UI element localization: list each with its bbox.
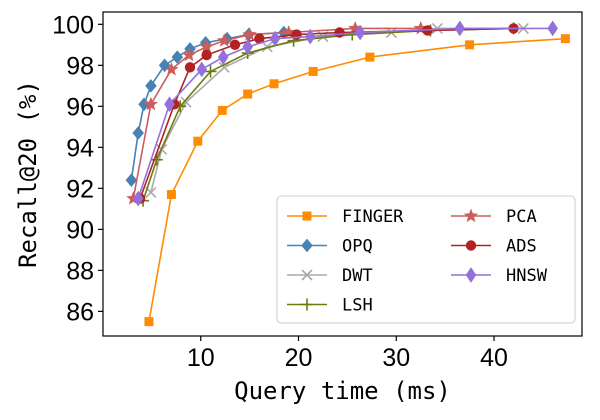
data-point-finger — [465, 40, 475, 50]
data-point-hnsw — [132, 190, 144, 207]
y-tick-label: 88 — [66, 257, 94, 285]
x-tick-label: 40 — [480, 344, 508, 372]
data-point-finger — [560, 34, 570, 44]
x-axis-ticks: 10 20 30 40 — [187, 336, 508, 372]
data-point-pca — [143, 96, 159, 111]
data-point-pca — [281, 25, 296, 39]
legend-marker-opq — [301, 238, 313, 253]
data-point-pca — [217, 33, 232, 47]
legend-marker-lsh — [301, 298, 313, 311]
legend-label-opq: OPQ — [342, 237, 373, 257]
legend-box — [276, 195, 576, 324]
data-point-dwt — [218, 61, 230, 73]
series-line-pca — [132, 27, 421, 199]
data-point-hnsw — [242, 38, 253, 55]
legend-label-ads: ADS — [506, 237, 537, 257]
data-point-finger — [243, 89, 253, 99]
y-axis-ticks: 86 88 90 92 94 96 98 100 — [52, 11, 103, 326]
data-point-ads — [254, 33, 265, 44]
data-point-opq — [145, 78, 157, 93]
data-point-hnsw — [217, 49, 229, 66]
data-point-pca — [164, 61, 179, 76]
data-point-finger — [193, 136, 203, 146]
data-point-hnsw — [196, 61, 208, 78]
series-finger — [144, 34, 570, 327]
x-axis-title: Query time (ms) — [234, 377, 451, 405]
data-point-hnsw — [304, 28, 316, 45]
data-point-hnsw — [269, 30, 281, 47]
data-point-dwt — [261, 41, 273, 53]
y-tick-label: 98 — [66, 52, 94, 80]
x-tick-label: 30 — [382, 344, 410, 372]
data-point-pca — [348, 20, 363, 35]
legend-item-finger: FINGER — [287, 207, 404, 227]
data-point-hnsw — [454, 20, 466, 37]
series-pca — [126, 20, 428, 205]
legend: FINGER OPQ DWT LSH PCA ADS HNSW — [276, 195, 576, 324]
legend-item-hnsw: HNSW — [451, 266, 548, 286]
data-point-finger — [269, 79, 279, 89]
data-point-opq — [125, 173, 138, 188]
y-tick-label: 100 — [52, 11, 94, 39]
data-point-hnsw — [354, 24, 366, 41]
plot-frame — [102, 11, 583, 337]
data-point-pca — [181, 47, 197, 62]
legend-item-pca: PCA — [451, 207, 537, 227]
data-point-hnsw — [164, 96, 175, 113]
legend-label-dwt: DWT — [342, 266, 373, 286]
series-hnsw — [132, 20, 558, 207]
y-tick-label: 90 — [66, 216, 94, 244]
data-point-lsh — [150, 153, 163, 166]
data-point-hnsw — [547, 20, 558, 37]
data-point-ads — [229, 39, 241, 51]
data-point-finger — [144, 317, 154, 327]
x-tick-label: 20 — [285, 344, 313, 372]
series-line-lsh — [142, 27, 514, 201]
data-point-pca — [413, 20, 428, 35]
legend-label-pca: PCA — [506, 207, 537, 227]
legend-marker-dwt — [301, 269, 313, 281]
plot-area — [102, 11, 583, 337]
data-point-ads — [184, 62, 196, 73]
series-layer — [125, 20, 570, 327]
data-point-pca — [242, 27, 257, 41]
legend-item-opq: OPQ — [287, 237, 373, 257]
legend-item-ads: ADS — [451, 237, 537, 257]
series-line-ads — [139, 27, 514, 199]
y-tick-label: 96 — [66, 93, 94, 121]
legend-item-lsh: LSH — [287, 296, 373, 316]
y-axis-title: Recall@20 (%) — [14, 80, 42, 268]
legend-label-hnsw: HNSW — [506, 266, 548, 286]
series-line-finger — [148, 37, 566, 322]
data-point-pca — [126, 191, 141, 205]
legend-label-finger: FINGER — [342, 207, 404, 227]
legend-marker-hnsw — [465, 267, 477, 283]
data-point-ads — [334, 27, 345, 38]
data-point-dwt — [431, 22, 443, 34]
y-tick-label: 92 — [66, 175, 94, 203]
data-point-lsh — [204, 65, 217, 78]
data-point-ads — [201, 49, 212, 61]
data-point-pca — [199, 39, 214, 53]
y-tick-label: 86 — [66, 298, 94, 326]
series-line-hnsw — [137, 27, 553, 199]
legend-label-lsh: LSH — [342, 296, 373, 316]
legend-marker-ads — [465, 240, 477, 251]
data-point-finger — [217, 105, 227, 115]
data-point-opq — [132, 126, 145, 140]
data-point-finger — [166, 190, 176, 200]
x-tick-label: 10 — [187, 344, 215, 372]
y-tick-label: 94 — [66, 134, 94, 162]
legend-item-dwt: DWT — [287, 266, 373, 286]
data-point-finger — [365, 52, 375, 62]
data-point-finger — [308, 66, 318, 76]
legend-marker-finger — [302, 211, 312, 221]
legend-marker-pca — [463, 208, 479, 223]
